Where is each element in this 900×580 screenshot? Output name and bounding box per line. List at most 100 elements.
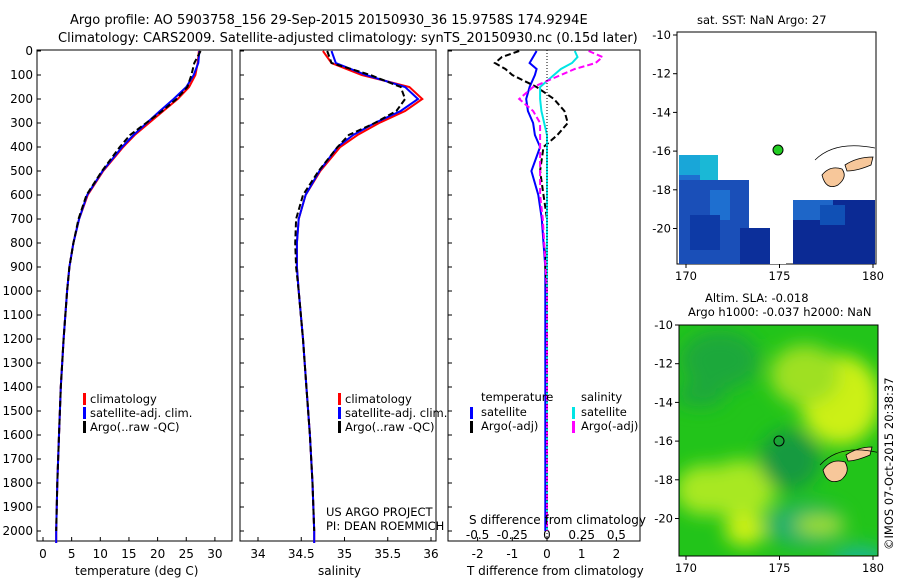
map-y-tick-label: -20 (652, 222, 671, 236)
map-y-tick-label: -10 (652, 28, 671, 42)
x-axes: 0 5 10 15 20 25 30 34 34.5 35 35.5 36 -2 -1 0 1 2 -0.5 -0.… (39, 528, 626, 561)
x-tick-label: 1 (578, 547, 586, 561)
map-y-tick-label: -18 (654, 473, 673, 487)
x-tick-label: 20 (150, 547, 165, 561)
legend-swatch-t-argo (470, 421, 473, 433)
x-tick-label: 35.5 (374, 547, 401, 561)
y-tick-label: 1200 (2, 332, 33, 346)
salinity-panel (239, 49, 437, 542)
y-tick-label: 1500 (2, 404, 33, 418)
sst-map-axes: 170 175 180 -10 -12 -14 -16 -18 -20 (652, 28, 884, 283)
s-x-tick-label: 0 (543, 528, 551, 542)
temperature-panel (36, 49, 233, 542)
map-x-tick-label: 180 (862, 269, 884, 283)
sla-map-field (680, 330, 877, 555)
t-diff-satellite-line (525, 50, 547, 531)
x-tick-label: 0 (543, 547, 551, 561)
y-tick-label: 1300 (2, 356, 33, 370)
s-x-tick-label: -0.25 (497, 528, 528, 542)
x-tick-label: 36 (423, 547, 438, 561)
y-tick-label: 0 (25, 44, 33, 58)
legend-swatch-satellite (83, 407, 86, 419)
legend-label: satellite-adj. clim. (90, 406, 192, 420)
y-tick-label: 1900 (2, 500, 33, 514)
t-diff-argo-line (493, 50, 569, 531)
y-tick-label: 1800 (2, 476, 33, 490)
credit-timestamp: ©IMOS 07-Oct-2015 20:38:37 (882, 377, 896, 550)
profile-lines (55, 50, 605, 543)
figure-title-line2: Climatology: CARS2009. Satellite-adjuste… (58, 31, 638, 46)
legend-label: Argo(..raw -QC) (90, 420, 180, 434)
salinity-argo-line (294, 50, 407, 532)
x-tick-label: 2 (613, 547, 621, 561)
legend-swatch-argo (83, 421, 86, 433)
x-tick-label: 25 (179, 547, 194, 561)
y-tick-label: 600 (10, 188, 33, 202)
sla-map-axes: 170 175 180 -10 -12 -14 -16 -18 -20 (654, 318, 884, 575)
map-y-tick-label: -16 (654, 434, 673, 448)
salinity-axis-label: salinity (318, 564, 361, 578)
sst-map-field (679, 145, 875, 264)
salinity-climatology-line (295, 50, 424, 543)
legend-label: Argo(-adj) (581, 419, 638, 433)
legend-label: satellite-adj. clim. (345, 406, 447, 420)
legend-swatch-t-satellite (470, 407, 473, 419)
difference-legend: temperature salinity satellite Argo(-adj… (470, 390, 638, 433)
s-x-tick-label: 0.5 (607, 528, 626, 542)
temperature-legend: climatology satellite-adj. clim. Argo(..… (83, 392, 192, 434)
s-diff-argo-line (517, 50, 605, 531)
legend-heading-salinity: salinity (581, 390, 622, 404)
legend-label: climatology (345, 392, 412, 406)
y-tick-label: 900 (10, 260, 33, 274)
x-tick-label: 35 (337, 547, 352, 561)
temperature-axis-label: temperature (deg C) (75, 564, 198, 578)
y-tick-label: 300 (10, 116, 33, 130)
principal-investigator: PI: DEAN ROEMMICH (326, 519, 444, 533)
x-tick-label: 15 (121, 547, 136, 561)
legend-label: Argo(..raw -QC) (345, 420, 435, 434)
legend-swatch-s-satellite (572, 407, 575, 419)
y-tick-label: 1100 (2, 308, 33, 322)
map-y-tick-label: -12 (654, 357, 673, 371)
map-y-tick-label: -10 (654, 318, 673, 332)
map-y-tick-label: -20 (654, 512, 673, 526)
x-tick-label: 30 (207, 547, 222, 561)
x-tick-label: 10 (93, 547, 108, 561)
legend-swatch-climatology (83, 393, 86, 405)
legend-label: Argo(-adj) (481, 419, 538, 433)
x-tick-label: 34.5 (288, 547, 315, 561)
project-name: US ARGO PROJECT (326, 505, 434, 519)
legend-label: satellite (581, 405, 627, 419)
map-x-tick-label: 180 (862, 561, 884, 575)
difference-panel (447, 49, 641, 542)
y-tick-label: 1400 (2, 380, 33, 394)
map-y-tick-label: -12 (652, 67, 671, 81)
temperature-argo-line (55, 50, 202, 532)
figure-title-line1: Argo profile: AO 5903758_156 29-Sep-2015… (70, 13, 588, 28)
sla-map-subtitle: Argo h1000: -0.037 h2000: NaN (688, 305, 872, 319)
x-tick-label: 0 (39, 547, 47, 561)
temperature-satellite-line (55, 50, 201, 543)
y-tick-label: 100 (10, 68, 33, 82)
y-tick-label: 1000 (2, 284, 33, 298)
map-y-tick-label: -18 (652, 183, 671, 197)
s-x-tick-label: 0.25 (568, 528, 595, 542)
map-x-tick-label: 175 (769, 561, 791, 575)
legend-label: climatology (90, 392, 157, 406)
map-y-tick-label: -14 (652, 105, 671, 119)
y-tick-label: 500 (10, 164, 33, 178)
y-tick-label: 200 (10, 92, 33, 106)
x-tick-label: -2 (472, 547, 484, 561)
t-difference-axis-label: T difference from climatology (466, 564, 644, 578)
x-tick-label: 34 (250, 547, 265, 561)
s-x-tick-label: -0.5 (466, 528, 489, 542)
legend-swatch-argo (338, 421, 341, 433)
y-tick-label: 2000 (2, 524, 33, 538)
map-x-tick-label: 170 (675, 561, 697, 575)
legend-heading-temperature: temperature (481, 390, 553, 404)
salinity-legend: climatology satellite-adj. clim. Argo(..… (326, 392, 447, 533)
map-x-tick-label: 175 (769, 269, 791, 283)
sla-map-title: Altim. SLA: -0.018 (705, 291, 809, 305)
y-tick-label: 800 (10, 236, 33, 250)
